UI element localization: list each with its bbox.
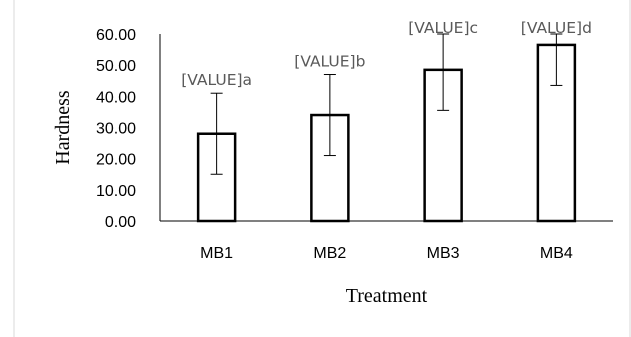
y-tick-label: 20.00 (96, 152, 136, 169)
y-tick-label: 50.00 (96, 58, 136, 75)
y-axis-tick-labels: 0.00 10.00 20.00 30.00 40.00 50.00 60.00 (96, 27, 136, 231)
x-tick-label-mb2: MB2 (313, 245, 346, 262)
data-label-mb3: [VALUE]c (408, 19, 478, 37)
data-label-mb4: [VALUE]d (521, 19, 592, 37)
data-label-mb1: [VALUE]a (181, 71, 252, 89)
category-labels-group: MB1 MB2 MB3 MB4 (200, 245, 573, 262)
y-tick-label: 40.00 (96, 89, 136, 106)
x-tick-label-mb1: MB1 (200, 245, 233, 262)
error-bars-group (210, 33, 563, 175)
x-tick-label-mb3: MB3 (427, 245, 460, 262)
y-axis-title: Hardness (52, 90, 74, 165)
y-tick-label: 0.00 (105, 214, 136, 231)
data-labels-group: [VALUE]a [VALUE]b [VALUE]c [VALUE]d (181, 19, 592, 89)
bars-group (196, 43, 577, 223)
x-tick-label-mb4: MB4 (540, 245, 573, 262)
y-tick-label: 10.00 (96, 183, 136, 200)
y-tick-label: 60.00 (96, 27, 136, 44)
data-label-mb2: [VALUE]b (294, 53, 365, 71)
x-axis-title: Treatment (346, 285, 428, 307)
y-tick-label: 30.00 (96, 121, 136, 138)
